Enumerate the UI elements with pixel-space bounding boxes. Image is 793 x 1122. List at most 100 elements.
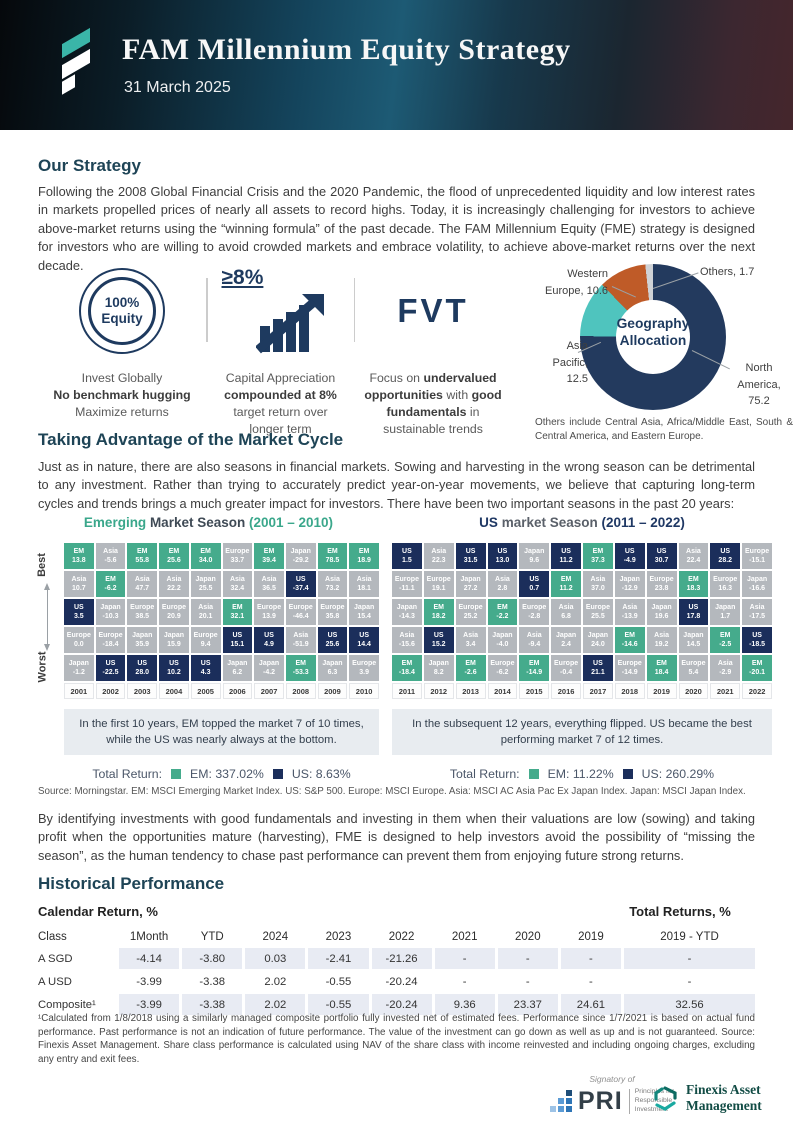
heatmap-cell: Japan -4.0 — [487, 627, 518, 653]
heatmap-cell: US 17.8 — [678, 599, 709, 625]
divider — [206, 278, 208, 342]
heatmap-cell: Asia -17.5 — [742, 599, 772, 625]
heatmap-year-label: 2004 — [159, 683, 189, 699]
heatmap-cell: Japan -4.2 — [254, 655, 284, 681]
pri-squares-icon — [550, 1089, 572, 1112]
callout-western-europe: Western Europe, 10.6 — [545, 268, 608, 297]
heatmap-cell: US 14.4 — [349, 627, 379, 653]
heatmap-cell: Japan 24.0 — [583, 627, 613, 653]
heatmap-cell: Asia 22.4 — [678, 543, 709, 569]
us-season-title: US market Season (2011 – 2022) — [479, 515, 685, 530]
callout-others: Others, 1.7 — [700, 266, 755, 278]
heatmap-cell: EM -18.4 — [392, 655, 422, 681]
calendar-return-title: Calendar Return, % — [38, 904, 158, 919]
heatmap-cell: US 25.6 — [317, 627, 348, 653]
heatmap-cell: EM 18.4 — [646, 655, 677, 681]
heatmap-cell: Europe -0.4 — [551, 655, 581, 681]
heatmap-cell: EM 18.3 — [678, 571, 709, 597]
heatmap-cell: EM -2.6 — [455, 655, 486, 681]
heatmap-cell: EM -14.6 — [614, 627, 645, 653]
heatmap-cell: Europe 25.2 — [455, 599, 486, 625]
heatmap-cell: Asia -51.9 — [285, 627, 316, 653]
em-season-legend: Total Return: EM: 337.02% US: 8.63% — [92, 767, 351, 782]
heatmap-cell: Asia 18.1 — [349, 571, 379, 597]
heatmap-cell: Europe 19.1 — [423, 571, 454, 597]
us-season-heatmap: US 1.5 Asia 22.3 US 31.5 US 13.0 Japan 9.6 US 11.2 E… — [392, 543, 772, 699]
perf-body: A SGD -4.14 -3.80 0.03 -2.41 -21.26- - - - A USD -… — [38, 948, 755, 1015]
axis-arrow-icon — [44, 583, 50, 651]
callout-asia-pacific: Asia Pacific, 12.5 — [552, 340, 588, 385]
heatmap-cell: Europe 0.0 — [64, 627, 94, 653]
em-season-title: Emerging Market Season (2001 – 2010) — [83, 515, 334, 530]
heatmap-cell: US -22.5 — [95, 655, 126, 681]
callout-north-america: North America, 75.2 — [737, 362, 781, 407]
heatmap-cell: Japan 35.9 — [127, 627, 158, 653]
heatmap-cell: US -37.4 — [285, 571, 316, 597]
heatmap-cell: Europe 20.9 — [159, 599, 189, 625]
fvt-wordmark: FVT — [397, 292, 469, 329]
heatmap-cell: US 10.2 — [159, 655, 189, 681]
heatmap-cell: Europe -2.8 — [519, 599, 550, 625]
heatmap-cell: EM 18.9 — [349, 543, 379, 569]
heatmap-cell: Asia 2.8 — [487, 571, 518, 597]
pri-wordmark: PRI — [578, 1088, 630, 1114]
em-season-panel: Emerging Market Season (2001 – 2010) Bes… — [36, 515, 379, 782]
heatmap-cell: EM 55.8 — [127, 543, 158, 569]
heatmap-year-label: 2015 — [519, 683, 550, 699]
heatmap-year-label: 2008 — [285, 683, 316, 699]
heatmap-cell: Japan 6.2 — [222, 655, 253, 681]
heatmap-cell: US 13.0 — [487, 543, 518, 569]
heatmap-cell: EM 11.2 — [551, 571, 581, 597]
heatmap-cell: Europe -14.9 — [614, 655, 645, 681]
heatmap-cell: EM -20.1 — [742, 655, 772, 681]
table-row: A USD -3.99 -3.38 2.02 -0.55 -20.24- - - - — [38, 975, 692, 988]
legend-swatch — [171, 769, 182, 780]
heatmap-year-label: 2017 — [583, 683, 613, 699]
heatmap-cell: Europe -6.2 — [487, 655, 518, 681]
legend-swatch — [622, 769, 633, 780]
heatmap-cell: Asia 36.5 — [254, 571, 284, 597]
heatmap-cell: Europe -11.1 — [392, 571, 422, 597]
heatmap-cell: Europe 23.8 — [646, 571, 677, 597]
table-row: A SGD -4.14 -3.80 0.03 -2.41 -21.26- - - - — [38, 948, 755, 969]
heatmap-cell: EM 25.6 — [159, 543, 189, 569]
heatmap-year-label: 2002 — [95, 683, 126, 699]
heatmap-year-label: 2016 — [551, 683, 581, 699]
heatmap-cell: US 30.7 — [646, 543, 677, 569]
growth-arrow-icon — [255, 294, 324, 354]
market-cycle-heading: Taking Advantage of the Market Cycle — [38, 430, 344, 449]
heatmap-cell: Japan -1.2 — [64, 655, 94, 681]
heatmap-cell: Japan 27.2 — [455, 571, 486, 597]
donut-note: Others include Central Asia, Africa/Midd… — [535, 417, 793, 442]
heatmap-year-label: 2005 — [190, 683, 221, 699]
strategy-paragraph: Following the 2008 Global Financial Cris… — [38, 184, 755, 273]
strategy-heading: Our Strategy — [38, 156, 141, 175]
heatmap-cell: Europe 33.7 — [222, 543, 253, 569]
heatmap-cell: Asia 6.8 — [551, 599, 581, 625]
heatmap-cell: US 3.5 — [64, 599, 94, 625]
heatmap-cell: US 1.5 — [392, 543, 422, 569]
us-season-summary: In the subsequent 12 years, everything f… — [392, 709, 772, 756]
heatmap-cell: Europe -46.4 — [285, 599, 316, 625]
heatmap-cell: EM 13.8 — [64, 543, 94, 569]
performance-heading: Historical Performance — [38, 874, 225, 893]
perf-header-row: Class 1Month YTD 2024 2023 2022 2021 2020 2019 20… — [38, 931, 719, 943]
heatmap-year-label: 2006 — [222, 683, 253, 699]
feature-equity-caption: Invest Globally No benchmark hugging Maxim… — [53, 371, 191, 419]
heatmap-year-label: 2022 — [742, 683, 772, 699]
finexis-logo-block: Finexis Asset Management — [652, 1082, 762, 1114]
divider — [353, 278, 355, 342]
heatmap-cell: EM -2.2 — [487, 599, 518, 625]
heatmap-cell: Europe 35.8 — [317, 599, 348, 625]
performance-footnote: ¹Calculated from 1/8/2018 using a simila… — [38, 1013, 755, 1066]
heatmap-year-label: 2021 — [710, 683, 741, 699]
heatmap-cell: EM 78.5 — [317, 543, 348, 569]
total-returns-title: Total Returns, % — [629, 904, 731, 919]
market-cycle-paragraph: Just as in nature, there are also season… — [38, 459, 755, 511]
heatmap-cell: Asia 47.7 — [127, 571, 158, 597]
heatmap-cell: Asia -9.4 — [519, 627, 550, 653]
heatmap-cell: Asia 10.7 — [64, 571, 94, 597]
heatmap-cell: US 0.7 — [519, 571, 550, 597]
heatmap-cell: Europe 13.9 — [254, 599, 284, 625]
heatmap-cell: Japan 15.9 — [159, 627, 189, 653]
